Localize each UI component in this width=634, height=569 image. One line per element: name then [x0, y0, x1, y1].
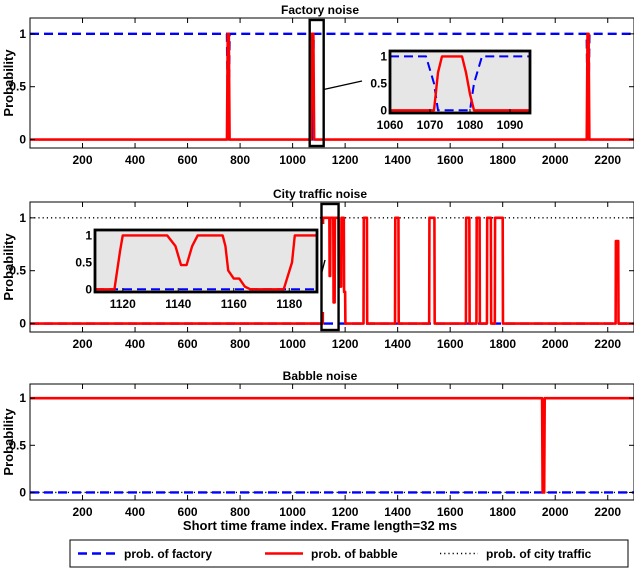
- inset-frame: [93, 228, 319, 294]
- y-tick-label: 0.5: [9, 264, 26, 278]
- x-tick-label: 200: [73, 153, 93, 167]
- inset-y-tick-label: 1: [380, 49, 387, 63]
- x-tick-label: 400: [125, 505, 145, 519]
- chart-title: Factory noise: [281, 3, 359, 17]
- y-axis-label: Probability: [1, 408, 16, 476]
- y-tick-label: 1: [19, 211, 26, 225]
- x-tick-label: 2000: [542, 505, 569, 519]
- y-tick-label: 0: [19, 133, 26, 147]
- x-tick-label: 1600: [437, 337, 464, 351]
- x-tick-label: 600: [178, 505, 198, 519]
- legend: prob. of factory prob. of babble prob. of …: [69, 539, 629, 568]
- zoom-box: [308, 18, 325, 148]
- x-tick-label: 600: [178, 337, 198, 351]
- x-tick-label: 800: [230, 153, 250, 167]
- inset-x-tick-label: 1120: [110, 297, 136, 311]
- x-tick-label: 1000: [279, 153, 306, 167]
- legend-label: prob. of babble: [311, 547, 398, 561]
- chart-title: City traffic noise: [273, 187, 367, 201]
- panels: 200 400 600 800 1000 1200 1400 1600 1800 2000 2200…: [1, 3, 634, 533]
- x-tick-label: 1800: [489, 153, 516, 167]
- axes-frame: [29, 17, 634, 149]
- x-tick-label: 400: [125, 153, 145, 167]
- legend-label: prob. of city traffic: [486, 547, 592, 561]
- x-tick-label: 2200: [594, 153, 621, 167]
- x-tick-label: 1400: [384, 153, 411, 167]
- x-tick-label: 800: [230, 505, 250, 519]
- inset-series-line: [390, 55, 530, 112]
- inset-series-group: [95, 234, 317, 291]
- inset-plot-area: [390, 51, 530, 113]
- x-tick-label: 800: [230, 337, 250, 351]
- x-tick-label: 1400: [384, 337, 411, 351]
- series-line-prob-of-babble: [30, 216, 634, 325]
- y-axis-label: Probability: [1, 49, 16, 117]
- chart-panel: 200 400 600 800 1000 1200 1400 1600 1800 2000 2200…: [1, 369, 634, 533]
- zoom-connector: [323, 80, 363, 91]
- chart-panel: 200 400 600 800 1000 1200 1400 1600 1800 2000 2200…: [1, 3, 634, 167]
- x-tick-label: 1200: [332, 153, 359, 167]
- inset-y-tick-label: 0.5: [75, 255, 92, 269]
- x-tick-label: 2000: [542, 337, 569, 351]
- x-tick-label: 1200: [332, 337, 359, 351]
- x-tick-label: 200: [73, 337, 93, 351]
- x-tick-label: 1400: [384, 505, 411, 519]
- series-group: [30, 32, 634, 141]
- x-tick-label: 1600: [437, 505, 464, 519]
- y-tick-label: 0: [19, 317, 26, 331]
- plot-area: [30, 18, 634, 148]
- inset-series-line: [390, 55, 530, 112]
- y-tick-label: 1: [19, 391, 26, 405]
- inset-x-tick-label: 1180: [276, 297, 302, 311]
- x-tick-label: 1600: [437, 153, 464, 167]
- x-tick-label: 600: [178, 153, 198, 167]
- x-tick-label: 1800: [489, 505, 516, 519]
- x-tick-label: 1200: [332, 505, 359, 519]
- x-tick-label: 400: [125, 337, 145, 351]
- x-tick-label: 1000: [279, 337, 306, 351]
- inset-x-tick-label: 1080: [457, 118, 484, 132]
- y-tick-label: 0: [19, 485, 26, 499]
- legend-box: [69, 539, 629, 568]
- series-line-prob-of-babble: [30, 396, 634, 494]
- x-tick-label: 2000: [542, 153, 569, 167]
- series-group: [30, 216, 634, 325]
- inset-x-tick-label: 1090: [497, 118, 524, 132]
- x-axis-label: Short time frame index. Frame length=32 …: [183, 518, 457, 533]
- x-tick-label: 2200: [594, 337, 621, 351]
- chart-title: Babble noise: [283, 369, 358, 383]
- series-group: [30, 396, 634, 494]
- chart-panel: 200 400 600 800 1000 1200 1400 1600 1800 2000 2200…: [1, 187, 634, 351]
- legend-label: prob. of factory: [124, 547, 212, 561]
- inset: 1060 1070 1080 1090 0 0.5 1: [362, 45, 538, 133]
- inset-y-tick-label: 1: [85, 228, 92, 242]
- x-tick-label: 200: [73, 505, 93, 519]
- inset-plot-area: [95, 230, 317, 292]
- zoom-connector: [320, 259, 326, 274]
- plot-area: [30, 384, 634, 500]
- series-line-prob-of-babble: [30, 32, 634, 141]
- inset-y-tick-label: 0: [380, 103, 387, 117]
- x-tick-label: 1800: [489, 337, 516, 351]
- inset-x-tick-label: 1070: [417, 118, 444, 132]
- inset-frame: [388, 49, 532, 115]
- y-tick-label: 1: [19, 27, 26, 41]
- axes-frame: [29, 201, 634, 333]
- zoom-box: [320, 202, 340, 332]
- inset: 1120 1140 1160 1180 0 0.5 1: [67, 224, 325, 312]
- inset-series-line: [95, 234, 317, 291]
- y-tick-label: 0.5: [9, 80, 26, 94]
- y-axis-label: Probability: [1, 233, 16, 301]
- inset-y-tick-label: 0.5: [370, 76, 387, 90]
- inset-series-group: [390, 55, 530, 112]
- axes-frame: [29, 383, 634, 501]
- inset-x-tick-label: 1140: [165, 297, 191, 311]
- inset-x-tick-label: 1160: [221, 297, 247, 311]
- x-tick-label: 1000: [279, 505, 306, 519]
- y-tick-label: 0.5: [9, 438, 26, 452]
- inset-y-tick-label: 0: [85, 282, 92, 296]
- inset-x-tick-label: 1060: [377, 118, 404, 132]
- x-tick-label: 2200: [594, 505, 621, 519]
